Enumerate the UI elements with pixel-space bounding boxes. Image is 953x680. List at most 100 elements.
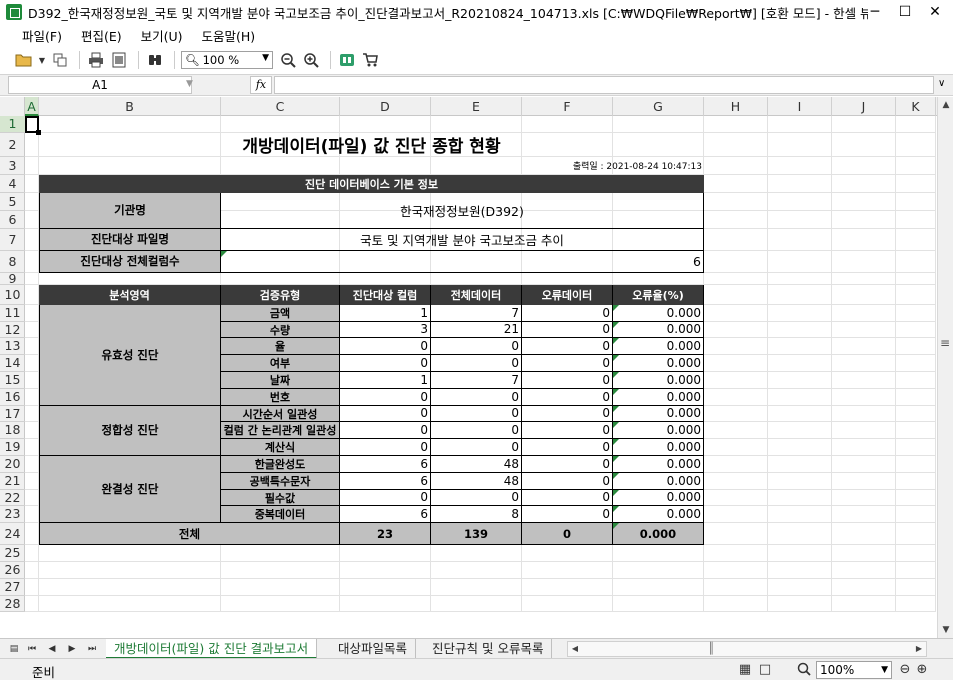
error-data[interactable]: 0 [522,472,613,490]
first-sheet-icon[interactable]: ⏮︎ [27,644,37,654]
error-rate[interactable]: 0.000 [613,372,704,389]
total-label[interactable]: 전체 [39,523,340,546]
vertical-scrollbar[interactable]: ▲ ≡ ▼ [937,97,953,638]
minimize-icon[interactable]: ─ [870,4,880,20]
target-columns[interactable]: 0 [340,489,431,507]
column-header-f[interactable]: F [522,97,613,116]
tab-report[interactable]: 개방데이터(파일) 값 진단 결과보고서 [106,639,318,659]
error-rate[interactable]: 0.000 [613,456,704,473]
total-data[interactable]: 48 [431,456,522,473]
error-data[interactable]: 0 [522,338,613,356]
chevron-down-icon[interactable]: ▼ [186,79,193,89]
error-rate[interactable]: 0.000 [613,472,704,490]
target-columns[interactable]: 0 [340,338,431,356]
sheet-title[interactable]: 개방데이터(파일) 값 진단 종합 현황 [242,137,501,157]
target-columns[interactable]: 1 [340,372,431,389]
validation-type[interactable]: 중복데이터 [221,506,340,524]
close-icon[interactable]: ✕ [929,4,941,20]
row-header-24[interactable]: 24 [0,523,25,546]
hancell-icon[interactable] [337,50,357,70]
column-header-e[interactable]: E [431,97,522,116]
table-header[interactable]: 검증유형 [221,284,340,305]
column-header-i[interactable]: I [768,97,832,116]
target-columns[interactable]: 6 [340,472,431,490]
error-rate[interactable]: 0.000 [613,321,704,339]
row-header-22[interactable]: 22 [0,490,25,507]
row-header-28[interactable]: 28 [0,596,25,613]
error-data[interactable]: 0 [522,355,613,372]
target-columns[interactable]: 3 [340,321,431,339]
row-header-7[interactable]: 7 [0,229,25,251]
total-data[interactable]: 0 [431,422,522,440]
validation-type[interactable]: 날짜 [221,372,340,389]
target-columns[interactable]: 6 [340,456,431,473]
target-columns[interactable]: 6 [340,506,431,524]
total-rate[interactable]: 0.000 [613,523,704,546]
zoom-out-icon[interactable] [278,50,298,70]
validation-type[interactable]: 금액 [221,304,340,322]
validation-type[interactable]: 계산식 [221,439,340,456]
file-label[interactable]: 진단대상 파일명 [39,228,221,251]
zoom-select[interactable]: 🔍︎ 100 % ▼ [181,51,273,69]
row-header-16[interactable]: 16 [0,389,25,406]
total-data[interactable]: 0 [431,355,522,372]
analysis-area-0[interactable]: 유효성 진단 [39,304,221,406]
scroll-left-icon[interactable]: ◀ [571,644,579,653]
row-header-5[interactable]: 5 [0,193,25,211]
prev-sheet-icon[interactable]: ◀ [48,644,56,654]
row-header-8[interactable]: 8 [0,251,25,273]
scroll-down-icon[interactable]: ▼ [942,625,950,635]
zoom-icon[interactable] [796,662,812,678]
total-errors[interactable]: 0 [522,523,613,546]
row-header-19[interactable]: 19 [0,439,25,456]
error-rate[interactable]: 0.000 [613,489,704,507]
tab-target-files[interactable]: 대상파일목록 [330,639,417,659]
target-columns[interactable]: 0 [340,355,431,372]
total-data[interactable]: 0 [431,405,522,423]
total-cols[interactable]: 23 [340,523,431,546]
name-box[interactable]: A1 [8,76,192,94]
target-columns[interactable]: 0 [340,388,431,406]
validation-type[interactable]: 한글완성도 [221,456,340,473]
total-data[interactable]: 48 [431,472,522,490]
fx-icon[interactable]: fx [250,76,272,94]
total-total[interactable]: 139 [431,523,522,546]
fill-handle[interactable] [36,129,41,135]
maximize-icon[interactable]: ☐ [898,4,912,20]
error-rate[interactable]: 0.000 [613,422,704,440]
error-rate[interactable]: 0.000 [613,388,704,406]
row-header-23[interactable]: 23 [0,506,25,524]
find-icon[interactable] [145,50,165,70]
validation-type[interactable]: 공백특수문자 [221,472,340,490]
error-rate[interactable]: 0.000 [613,506,704,524]
analysis-area-2[interactable]: 완결성 진단 [39,456,221,524]
page-layout-icon[interactable]: □ [758,662,772,677]
table-header[interactable]: 진단대상 컬럼 [340,284,431,305]
row-header-27[interactable]: 27 [0,579,25,596]
error-data[interactable]: 0 [522,456,613,473]
org-label[interactable]: 기관명 [39,192,221,229]
copy-window-icon[interactable] [50,50,70,70]
menu-view[interactable]: 보기(U) [140,28,183,44]
column-header-b[interactable]: B [39,97,221,116]
file-value[interactable]: 국토 및 지역개발 분야 국고보조금 추이 [221,228,704,251]
error-rate[interactable]: 0.000 [613,439,704,456]
table-header[interactable]: 분석영역 [39,284,221,305]
error-data[interactable]: 0 [522,304,613,322]
sheet-options-icon[interactable]: ▤ [9,644,19,654]
open-dropdown-icon[interactable]: ▼ [38,55,46,65]
analysis-area-1[interactable]: 정합성 진단 [39,405,221,456]
table-header[interactable]: 전체데이터 [431,284,522,305]
column-header-g[interactable]: G [613,97,704,116]
error-rate[interactable]: 0.000 [613,338,704,356]
row-header-25[interactable]: 25 [0,545,25,562]
zoom-out-icon[interactable]: ⊖ [899,662,911,677]
total-data[interactable]: 0 [431,338,522,356]
row-header-12[interactable]: 12 [0,322,25,339]
row-header-2[interactable]: 2 [0,133,25,157]
validation-type[interactable]: 시간순서 일관성 [221,405,340,423]
scroll-up-icon[interactable]: ▲ [942,100,950,110]
column-header-j[interactable]: J [832,97,896,116]
row-header-18[interactable]: 18 [0,422,25,440]
